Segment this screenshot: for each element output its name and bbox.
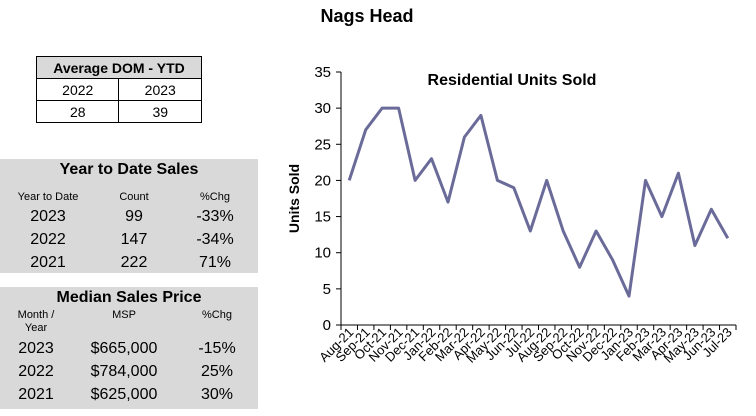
average-dom-table: Average DOM - YTD 2022 2023 28 39 (35, 56, 202, 123)
y-tick-label: 35 (314, 64, 331, 81)
ytd-count: 99 (125, 208, 143, 225)
msp-chg: 25% (200, 363, 234, 380)
ytd-year: 2021 (30, 254, 66, 271)
ytd-sales-panel: Year to Date Sales Year to Date Count %C… (0, 159, 258, 273)
msp-chg: -15% (198, 340, 236, 357)
msp-year: 2023 (18, 340, 54, 357)
msp-year: 2021 (18, 386, 54, 403)
ytd-year: 2022 (30, 231, 66, 248)
msp-chg: 30% (200, 386, 234, 403)
dom-value-cell: 28 (35, 100, 120, 123)
ytd-row: 2022 147 -34% (0, 228, 258, 251)
msp-header-msp: MSP (112, 309, 136, 321)
msp-row: 2021 $625,000 30% (0, 383, 258, 406)
ytd-header-year: Year to Date (17, 191, 79, 203)
y-tick-label: 10 (314, 245, 331, 262)
msp-row: 2022 $784,000 25% (0, 360, 258, 383)
dom-table-header: Average DOM - YTD (36, 56, 202, 79)
dom-value-cell: 39 (118, 100, 202, 123)
dom-year-cell: 2023 (118, 78, 202, 101)
ytd-year: 2023 (30, 208, 66, 225)
ytd-header-row: Year to Date Count %Chg (0, 191, 258, 205)
msp-value: $665,000 (90, 340, 158, 357)
y-tick-label: 20 (314, 172, 331, 189)
ytd-sales-title: Year to Date Sales (59, 161, 199, 178)
ytd-row: 2023 99 -33% (0, 205, 258, 228)
units-sold-chart: 05101520253035Aug-21Sep-21Oct-21Nov-21De… (286, 64, 737, 366)
ytd-count: 147 (120, 231, 148, 248)
ytd-count: 222 (120, 254, 148, 271)
msp-row: 2023 $665,000 -15% (0, 337, 258, 360)
msp-year: 2022 (18, 363, 54, 380)
ytd-row: 2021 222 71% (0, 251, 258, 274)
y-axis-label: Units Sold (286, 164, 302, 233)
page-title: Nags Head (320, 6, 414, 26)
msp-header-period: Month / Year (17, 309, 55, 334)
chart-title: Residential Units Sold (428, 72, 597, 89)
ytd-header-chg: %Chg (200, 191, 230, 203)
median-price-title: Median Sales Price (56, 289, 202, 306)
ytd-chg: 71% (198, 254, 232, 271)
msp-value: $784,000 (90, 363, 158, 380)
y-tick-label: 30 (314, 100, 331, 117)
msp-header-chg: %Chg (202, 309, 232, 321)
ytd-chg: -33% (196, 208, 234, 225)
ytd-chg: -34% (196, 231, 234, 248)
y-tick-label: 5 (323, 281, 331, 298)
series-line (347, 106, 730, 298)
ytd-header-count: Count (119, 191, 149, 203)
msp-value: $625,000 (90, 386, 158, 403)
median-price-panel: Median Sales Price Month / Year MSP %Chg… (0, 287, 258, 409)
y-tick-label: 25 (314, 136, 331, 153)
y-tick-label: 15 (314, 209, 331, 226)
dom-year-cell: 2022 (35, 78, 120, 101)
msp-header-row: Month / Year MSP %Chg (0, 309, 258, 337)
y-tick-label: 0 (323, 317, 331, 334)
